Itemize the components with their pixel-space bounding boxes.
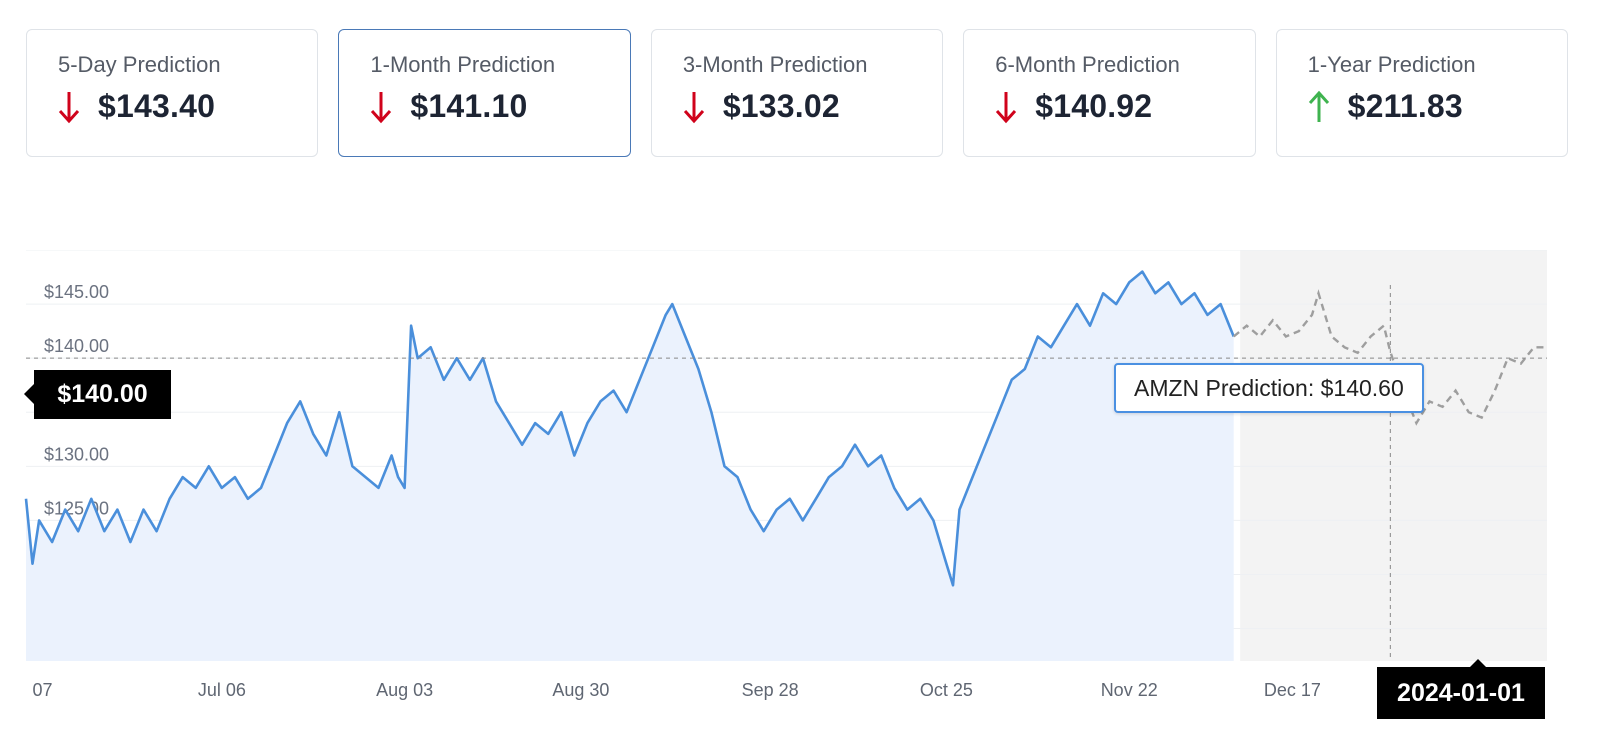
x-tick-label: Oct 25: [920, 680, 973, 700]
card-value-row: $211.83: [1308, 88, 1537, 125]
card-value: $211.83: [1347, 88, 1463, 124]
card-value-row: $141.10: [370, 88, 599, 125]
arrow-down-icon: [371, 91, 392, 123]
actual-price-line: [24, 270, 1235, 587]
card-value: $133.02: [722, 88, 840, 124]
arrow-up-icon: [1308, 90, 1329, 122]
prediction-tooltip: AMZN Prediction: $140.60: [1114, 363, 1424, 413]
x-tick-label: Aug 30: [552, 680, 609, 700]
card-title: 3-Month Prediction: [682, 52, 868, 77]
crosshair-y-label: $140.00: [24, 370, 171, 419]
forecast-region: [1240, 250, 1547, 661]
card-6-month[interactable]: 6-Month Prediction $140.92: [963, 29, 1256, 157]
card-5-day[interactable]: 5-Day Prediction $143.40: [26, 29, 319, 157]
card-value-row: $143.40: [58, 88, 287, 125]
arrow-down-icon: [996, 91, 1017, 123]
x-tick-label: Sep 28: [742, 680, 799, 700]
y-tick-label: $145.00: [44, 282, 109, 302]
crosshair-x-label: 2024-01-01: [1377, 659, 1545, 719]
x-tick-label: Aug 03: [376, 680, 433, 700]
card-value: $141.10: [410, 88, 528, 124]
prediction-cards: 5-Day Prediction $143.40 1-Month Predict…: [26, 29, 1569, 159]
card-title: 5-Day Prediction: [58, 52, 221, 77]
y-tick-label: $140.00: [44, 336, 109, 356]
arrow-down-icon: [683, 91, 704, 123]
forecast-line: [1232, 289, 1547, 426]
x-tick-label: Jul 06: [198, 680, 246, 700]
card-value-row: $140.92: [995, 88, 1224, 125]
price-chart[interactable]: $150.00$145.00$140.00$135.00$130.00$125.…: [0, 250, 1600, 740]
card-title: 1-Month Prediction: [370, 52, 556, 77]
x-tick-label: Dec 17: [1264, 680, 1321, 700]
card-value: $143.40: [98, 88, 216, 124]
card-3-month[interactable]: 3-Month Prediction $133.02: [650, 29, 944, 157]
y-tick-label: $130.00: [44, 444, 109, 464]
x-tick-label: Nov 22: [1101, 680, 1158, 700]
x-tick-label: 07: [33, 680, 53, 700]
card-1-month[interactable]: 1-Month Prediction $141.10: [338, 29, 631, 157]
card-title: 1-Year Prediction: [1307, 52, 1476, 77]
actual-area: [26, 271, 1234, 661]
card-value-row: $133.02: [683, 88, 912, 125]
card-value: $140.92: [1035, 88, 1153, 124]
arrow-down-icon: [58, 91, 80, 123]
card-1-year[interactable]: 1-Year Prediction $211.83: [1275, 29, 1569, 157]
card-title: 6-Month Prediction: [995, 52, 1180, 77]
